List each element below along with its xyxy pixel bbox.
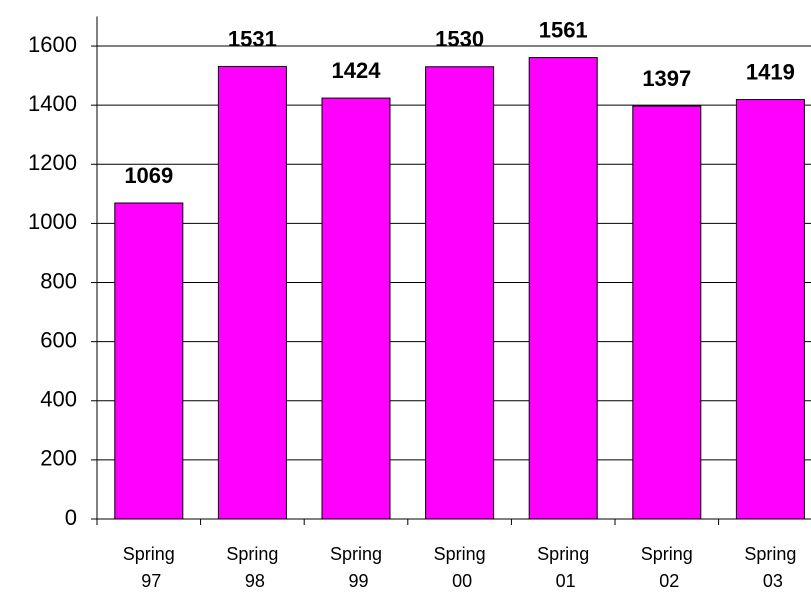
y-tick-label: 1400 — [28, 91, 77, 116]
x-tick-label: Spring 02 — [641, 544, 693, 591]
value-label: 1419 — [746, 59, 795, 84]
x-tick-label: Spring 01 — [537, 544, 589, 591]
bar — [425, 66, 495, 520]
value-label: 1397 — [642, 66, 691, 91]
bar — [632, 105, 702, 520]
y-tick-label: 1000 — [28, 209, 77, 234]
y-tick-label: 1600 — [28, 32, 77, 57]
bar — [528, 57, 598, 520]
bar — [217, 65, 287, 520]
value-label: 1069 — [124, 163, 173, 188]
value-label: 1424 — [332, 58, 382, 83]
y-tick-label: 800 — [40, 268, 77, 293]
y-tick-label: 600 — [40, 327, 77, 352]
x-tick-label: Spring 97 — [123, 544, 175, 591]
x-tick-label: Spring 98 — [226, 544, 278, 591]
x-tick-label: Spring 99 — [330, 544, 382, 591]
x-tick-label: Spring 00 — [434, 544, 486, 591]
bar — [114, 202, 184, 520]
y-tick-label: 1200 — [28, 150, 77, 175]
value-label: 1531 — [228, 26, 277, 51]
y-tick-label: 0 — [65, 505, 77, 530]
y-tick-label: 400 — [40, 387, 77, 412]
bar — [321, 97, 391, 520]
bar — [735, 99, 805, 520]
value-label: 1530 — [435, 27, 484, 52]
value-label: 1561 — [539, 17, 588, 42]
y-tick-label: 200 — [40, 446, 77, 471]
x-tick-label: Spring 03 — [744, 544, 796, 591]
